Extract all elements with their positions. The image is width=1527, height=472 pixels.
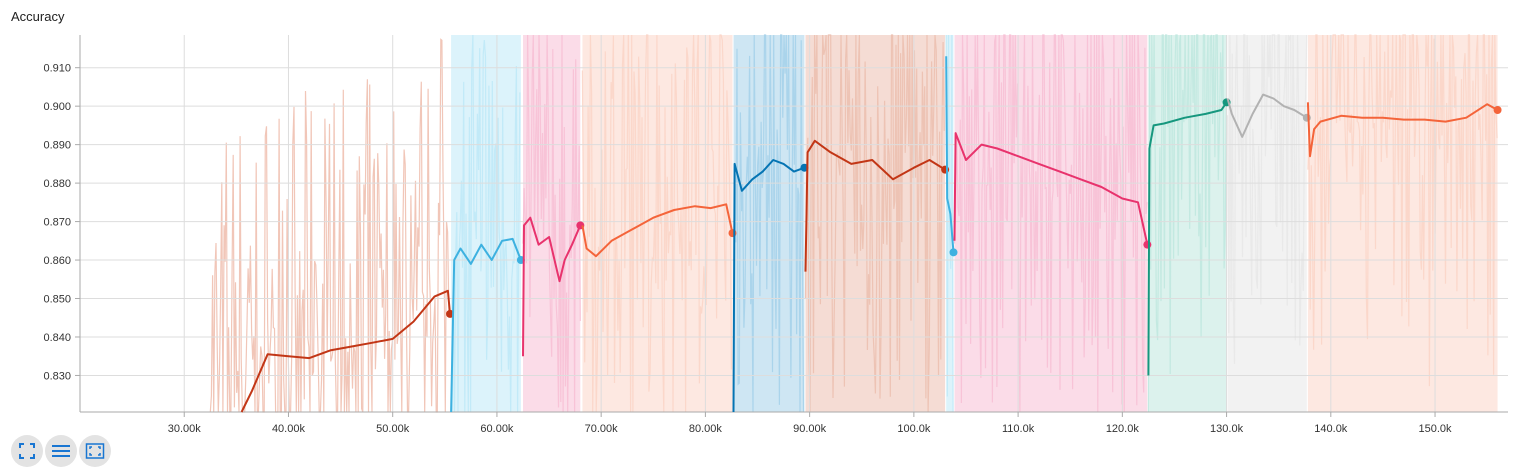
- y-tick-label: 0.870: [43, 217, 71, 229]
- x-tick-label: 60.00k: [480, 423, 514, 432]
- series-line-5: [804, 139, 946, 272]
- series-line-8: [1147, 101, 1228, 376]
- series-line-3: [581, 203, 734, 258]
- raw-trace-3: [581, 34, 733, 413]
- series-lines: [240, 56, 1502, 413]
- series-end-point-6: [949, 248, 958, 257]
- raw-trace-10: [1307, 34, 1498, 387]
- y-tick-label: 0.910: [43, 63, 71, 75]
- list-icon: [52, 445, 70, 457]
- x-tick-label: 30.00k: [168, 423, 202, 432]
- x-tick-label: 110.0k: [1002, 423, 1035, 432]
- series-line-0: [240, 289, 451, 413]
- fullscreen-icon: [19, 443, 35, 459]
- raw-trace-6: [945, 34, 954, 413]
- grid-lines: [80, 35, 1508, 412]
- series-end-point-9: [1302, 113, 1311, 122]
- raw-noise: [209, 34, 1498, 413]
- x-tick-label: 70.00k: [585, 423, 619, 432]
- y-tick-label: 0.900: [43, 101, 71, 113]
- y-tick-label: 0.830: [43, 370, 71, 382]
- y-tick-label: 0.840: [43, 332, 71, 344]
- series-end-point-0: [446, 309, 455, 318]
- series-line-1: [450, 237, 522, 413]
- x-tick-label: 50.00k: [376, 423, 410, 432]
- x-tick-label: 140.0k: [1314, 423, 1348, 432]
- x-tick-label: 80.00k: [689, 423, 723, 432]
- raw-trace-0: [209, 38, 451, 413]
- series-line-6: [945, 56, 955, 253]
- tick-labels: 0.830 0.840 0.850 0.860 0.870 0.880 0.890 0.900…: [43, 63, 1452, 432]
- accuracy-chart: 0.830 0.840 0.850 0.860 0.870 0.880 0.890 0.900…: [43, 34, 1508, 432]
- raw-trace-7: [953, 34, 1148, 413]
- expand-chart-button[interactable]: [11, 435, 43, 467]
- fit-domain-icon: [85, 443, 105, 459]
- x-tick-label: 40.00k: [272, 423, 306, 432]
- raw-trace-1: [451, 34, 521, 413]
- x-tick-label: 100.0k: [897, 423, 931, 432]
- x-tick-label: 90.00k: [793, 423, 827, 432]
- y-tick-label: 0.890: [43, 140, 71, 152]
- series-line-7: [953, 132, 1149, 245]
- y-tick-label: 0.880: [43, 178, 71, 190]
- y-tick-label: 0.860: [43, 255, 71, 267]
- series-line-2: [522, 216, 582, 357]
- raw-trace-4: [732, 34, 805, 413]
- series-end-point-10: [1493, 106, 1502, 115]
- chart-title: Accuracy: [11, 9, 65, 24]
- fit-domain-button[interactable]: [79, 435, 111, 467]
- series-line-4: [732, 159, 805, 413]
- x-tick-label: 120.0k: [1106, 423, 1140, 432]
- series-line-10: [1306, 102, 1499, 158]
- x-tick-label: 130.0k: [1210, 423, 1244, 432]
- series-line-9: [1226, 93, 1308, 138]
- chart-toolbar: [11, 435, 111, 467]
- x-tick-label: 150.0k: [1419, 423, 1453, 432]
- toggle-log-scale-button[interactable]: [45, 435, 77, 467]
- series-end-point-7: [1143, 240, 1152, 249]
- raw-trace-9: [1226, 34, 1308, 364]
- axes: [75, 35, 1508, 417]
- y-tick-label: 0.850: [43, 294, 71, 306]
